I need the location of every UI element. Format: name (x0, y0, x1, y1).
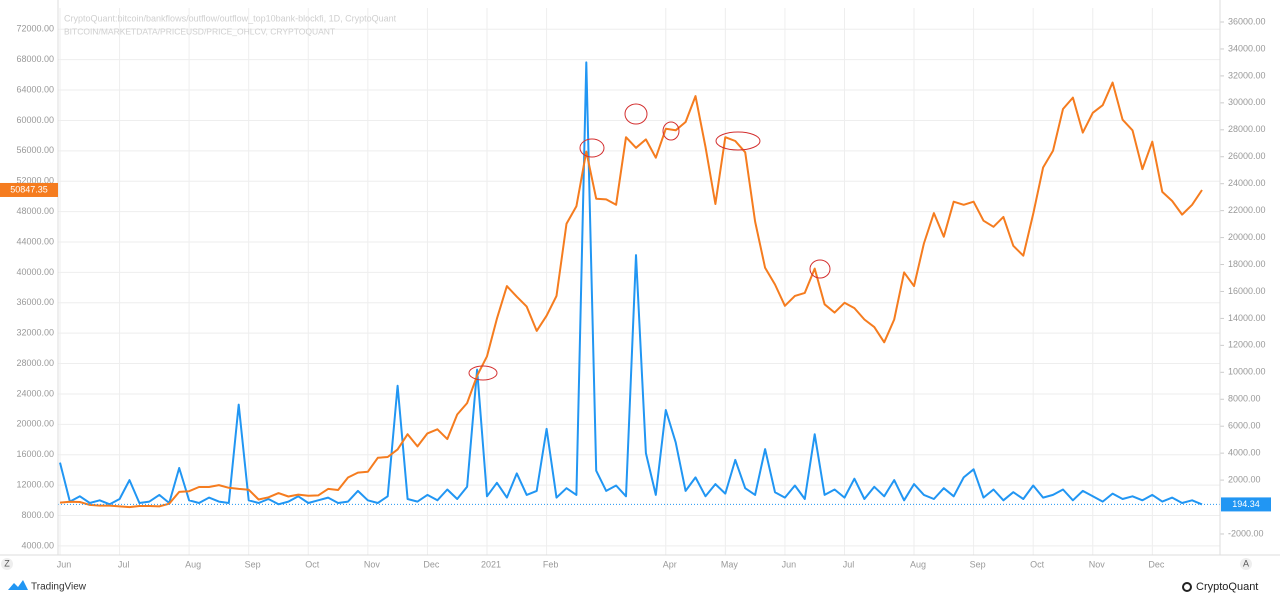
x-tick-label: Sep (970, 559, 986, 569)
y2-tick-label: 30000.00 (1228, 97, 1266, 107)
y2-tick-label: 12000.00 (1228, 340, 1266, 350)
x-tick-label: Oct (1030, 559, 1045, 569)
x-tick-label: Oct (305, 559, 320, 569)
y-tick-label: 32000.00 (16, 328, 54, 338)
y-tick-label: 72000.00 (16, 24, 54, 34)
y2-tick-label: 32000.00 (1228, 70, 1266, 80)
x-tick-label: Jul (843, 559, 855, 569)
y2-tick-label: 26000.00 (1228, 151, 1266, 161)
y2-tick-label: 18000.00 (1228, 259, 1266, 269)
highlight-circle (662, 121, 680, 141)
y-tick-label: 56000.00 (16, 145, 54, 155)
annotations (468, 103, 831, 381)
y-tick-label: 36000.00 (16, 297, 54, 307)
x-tick-label: May (721, 559, 739, 569)
y-tick-label: 40000.00 (16, 267, 54, 277)
x-tick-label: Feb (543, 559, 559, 569)
y2-tick-label: 8000.00 (1228, 394, 1261, 404)
y-tick-label: 64000.00 (16, 84, 54, 94)
y2-tick-label: 36000.00 (1228, 16, 1266, 26)
y2-tick-label: 6000.00 (1228, 421, 1261, 431)
y-tick-label: 12000.00 (16, 479, 54, 489)
legend-entry: CryptoQuant:bitcoin/bankflows/outflow/ou… (64, 13, 397, 23)
axes: 4000.00 8000.00 12000.00 16000.00 20000.00 24… (0, 0, 1280, 569)
y-tick-label: 4000.00 (21, 540, 54, 550)
y2-tick-label: 28000.00 (1228, 124, 1266, 134)
last-value-label: 50847.35 (10, 184, 48, 194)
y-tick-label: 16000.00 (16, 449, 54, 459)
x-tick-label: Jun (782, 559, 797, 569)
legend-entry: BITCOIN/MARKETDATA/PRICEUSD/PRICE_OHLCV,… (64, 26, 335, 36)
highlight-circle (624, 103, 648, 125)
y2-tick-label: 16000.00 (1228, 286, 1266, 296)
y2-tick-label: 14000.00 (1228, 313, 1266, 323)
highlight-circle (715, 131, 761, 151)
watermark: CryptoQuant (1196, 581, 1258, 593)
highlight-circle (468, 365, 498, 381)
x-tick-label: 2021 (481, 559, 501, 569)
y2-tick-label: -2000.00 (1228, 528, 1264, 538)
x-tick-label: Aug (185, 559, 201, 569)
x-tick-label: Nov (1089, 559, 1106, 569)
y-tick-label: 24000.00 (16, 388, 54, 398)
x-tick-label: Apr (663, 559, 677, 569)
plot (58, 61, 1220, 509)
y-tick-label: 48000.00 (16, 206, 54, 216)
y-tick-label: 28000.00 (16, 358, 54, 368)
scale-button[interactable] (1, 558, 13, 570)
scale-button-label[interactable]: A (1243, 558, 1249, 568)
y2-tick-label: 22000.00 (1228, 205, 1266, 215)
logo-icon (1182, 582, 1192, 592)
x-tick-label: Sep (245, 559, 261, 569)
last-value-badge (0, 182, 58, 197)
y2-tick-label: 20000.00 (1228, 232, 1266, 242)
y2-tick-label: 2000.00 (1228, 474, 1261, 484)
y-tick-label: 44000.00 (16, 236, 54, 246)
x-tick-label: Jun (57, 559, 72, 569)
x-tick-label: Dec (423, 559, 440, 569)
y-tick-label: 20000.00 (16, 419, 54, 429)
highlight-circle (579, 138, 605, 158)
x-tick-label: Aug (910, 559, 926, 569)
y-tick-label: 60000.00 (16, 115, 54, 125)
y-tick-label: 52000.00 (16, 176, 54, 186)
y2-tick-label: 4000.00 (1228, 448, 1261, 458)
last-value-label: 194.34 (1232, 499, 1260, 509)
y2-tick-label: 34000.00 (1228, 43, 1266, 53)
cryptoquant-logo: CryptoQuant (1182, 581, 1258, 593)
tradingview-logo: TradingView (8, 580, 87, 593)
x-tick-label: Dec (1148, 559, 1165, 569)
series-line (59, 81, 1203, 509)
logo-icon (8, 580, 28, 590)
y2-tick-label: 24000.00 (1228, 178, 1266, 188)
y-tick-label: 8000.00 (21, 510, 54, 520)
x-tick-label: Jul (118, 559, 130, 569)
x-tick-label: Nov (364, 559, 381, 569)
scale-button[interactable] (1240, 558, 1252, 570)
series-line (59, 61, 1203, 506)
last-value-badge (1221, 497, 1271, 512)
watermark: TradingView (31, 582, 87, 593)
y-tick-label: 68000.00 (16, 54, 54, 64)
scale-button-label[interactable]: Z (4, 558, 10, 568)
y2-tick-label: 10000.00 (1228, 367, 1266, 377)
highlight-circle (809, 259, 831, 279)
